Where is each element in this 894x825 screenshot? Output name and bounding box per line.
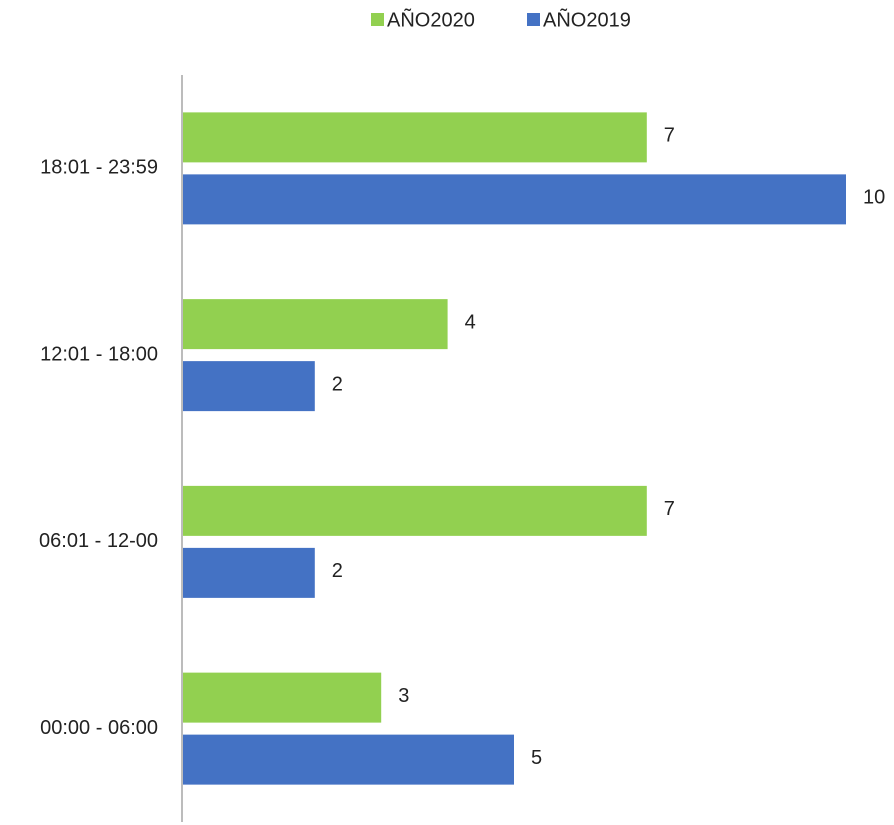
y-tick-label: 12:01 - 18:00	[40, 343, 158, 365]
y-tick-label: 18:01 - 23:59	[40, 157, 158, 179]
bar	[183, 734, 514, 785]
y-tick-label: 06:01 - 12-00	[39, 530, 158, 552]
data-label: 2	[332, 373, 343, 395]
data-label: 10	[863, 187, 885, 209]
data-label: 2	[332, 560, 343, 582]
bar	[183, 299, 448, 350]
y-tick-label: 00:00 - 06:00	[40, 717, 158, 739]
bar	[183, 361, 315, 412]
legend-swatch	[527, 13, 540, 26]
bar	[183, 547, 315, 598]
bar	[183, 174, 846, 225]
data-label: 5	[531, 747, 542, 769]
legend-label: AÑO2020	[387, 7, 475, 31]
data-label: 7	[664, 125, 675, 147]
bar	[183, 672, 382, 723]
data-label: 3	[398, 685, 409, 707]
legend-swatch	[371, 13, 384, 26]
bar	[183, 112, 647, 163]
data-label: 7	[664, 498, 675, 520]
data-label: 4	[465, 311, 476, 333]
bar	[183, 485, 647, 536]
legend-label: AÑO2019	[543, 7, 631, 31]
